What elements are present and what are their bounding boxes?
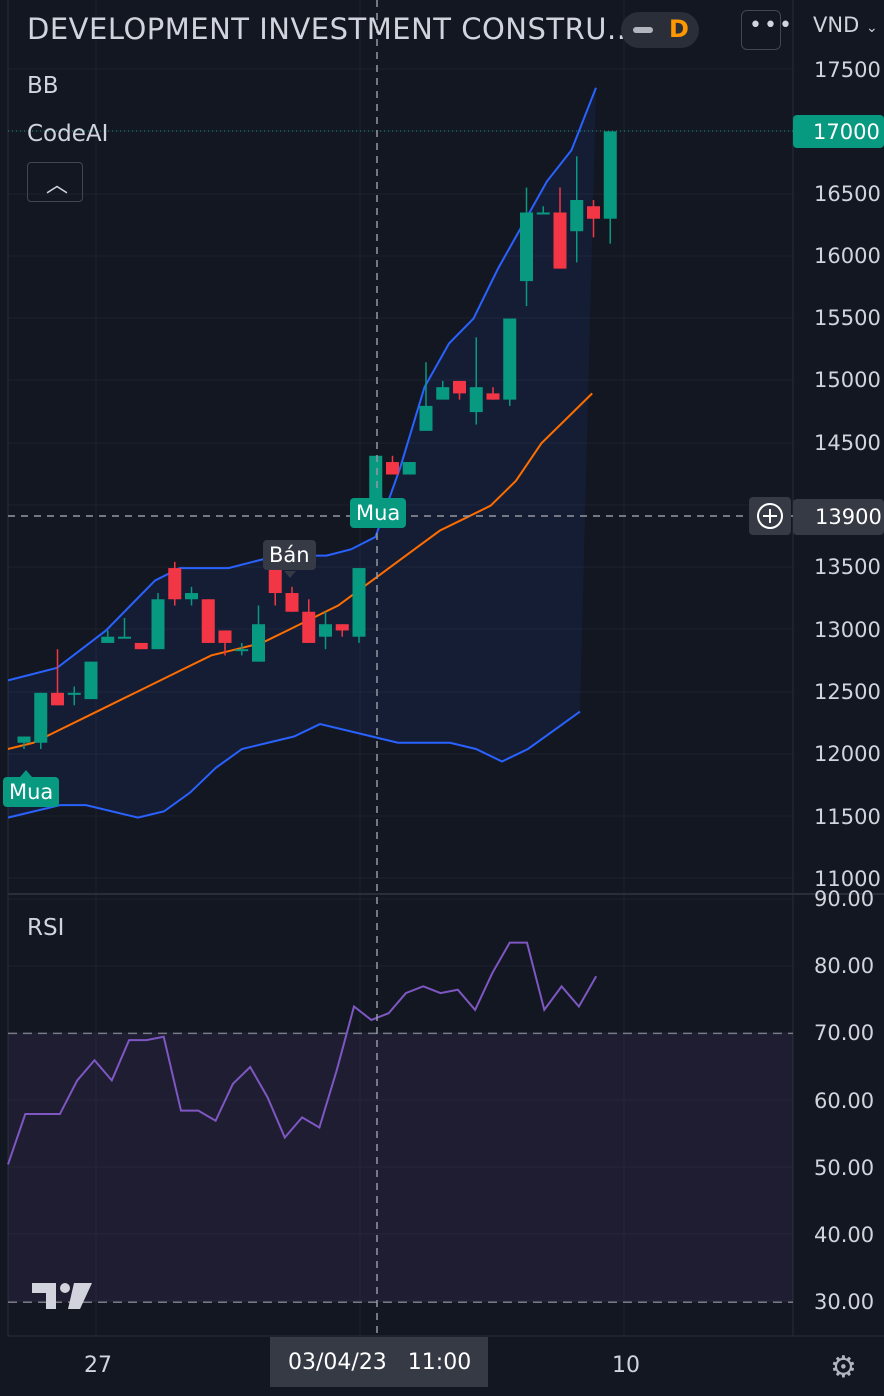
candle-body [268, 568, 282, 594]
chevron-up-icon: ︿ [46, 173, 69, 198]
price-axis-label: 16500 [814, 182, 881, 206]
rsi-axis-label: 50.00 [814, 1156, 875, 1180]
candle-body [436, 387, 450, 400]
candle-body [134, 642, 148, 650]
candle-body [67, 692, 81, 695]
symbol-title[interactable]: DEVELOPMENT INVESTMENT CONSTRU... [27, 12, 637, 46]
tradingview-logo[interactable] [30, 1279, 94, 1315]
interval-toggle[interactable]: D [621, 12, 699, 48]
price-axis-label: 13500 [814, 555, 881, 579]
time-axis-label: 10 [612, 1353, 640, 1378]
candle-body [587, 206, 600, 219]
candle-body [51, 692, 64, 706]
rsi-axis-label: 90.00 [814, 887, 875, 911]
crosshair-price-tag: 13900 [793, 499, 884, 535]
time-axis-label: 27 [84, 1353, 112, 1378]
buy-signal-label: Mua [350, 498, 407, 528]
candle-body [402, 462, 416, 475]
candle-body [319, 624, 332, 637]
rsi-axis-label: 30.00 [814, 1290, 875, 1314]
sell-signal-label: Bán [263, 540, 316, 570]
currency-label: VND [813, 13, 860, 37]
candle-body [603, 131, 617, 219]
candle-body [520, 212, 533, 282]
plus-circle-icon [757, 503, 783, 529]
more-button[interactable]: ••• [741, 10, 792, 50]
price-axis-label: 11500 [814, 805, 881, 829]
candle-body [536, 212, 550, 215]
crosshair-price-value: 13900 [815, 505, 882, 529]
price-axis-label: 16000 [814, 244, 881, 268]
price-axis-label: 13000 [814, 618, 881, 642]
candle-body [386, 462, 399, 475]
candle-body [185, 593, 198, 600]
legend-collapse-button[interactable]: ︿ [27, 162, 83, 202]
candle-body [453, 380, 466, 394]
price-axis-label: 12500 [814, 680, 881, 704]
price-axis-label: 15000 [814, 368, 881, 392]
rsi-axis-label: 80.00 [814, 954, 875, 978]
candle-body [553, 212, 567, 269]
candle-body [469, 387, 483, 413]
candle-body [352, 568, 366, 637]
candle-body [118, 636, 131, 639]
candle-body [34, 692, 48, 743]
bb-lower-line [7, 710, 581, 819]
toggle-knob [633, 27, 653, 33]
rsi-axis-label: 40.00 [814, 1223, 875, 1247]
candle-body [235, 649, 249, 652]
buy-signal-pointer [20, 770, 32, 777]
candle-body [151, 599, 165, 650]
crosshair-time-value: 03/04/23 11:00 [288, 1350, 472, 1375]
more-horizontal-icon: ••• [749, 13, 794, 38]
rsi-axis-label: 70.00 [814, 1021, 875, 1045]
candle-body [486, 393, 500, 400]
bb-basis-line [7, 392, 593, 750]
legend-rsi[interactable]: RSI [27, 915, 65, 941]
candle-body [84, 661, 98, 700]
candle-body [419, 405, 433, 431]
last-price-tag: 17000 [793, 115, 884, 148]
crosshair-time-tag: 03/04/23 11:00 [270, 1337, 488, 1387]
candle-body [369, 455, 383, 506]
chevron-down-icon: ⌄ [865, 20, 878, 36]
candle-body [101, 636, 115, 643]
rsi-line [7, 941, 598, 1165]
candle-body [218, 630, 232, 643]
candle-body [285, 593, 299, 612]
candle-body [201, 599, 215, 643]
candle-body [168, 568, 182, 600]
crosshair-add-button[interactable] [749, 497, 791, 535]
rsi-axis-label: 60.00 [814, 1089, 875, 1113]
price-axis-label: 12000 [814, 742, 881, 766]
gear-icon[interactable]: ⚙ [830, 1350, 857, 1385]
candle-body [17, 736, 31, 743]
price-axis-label: 15500 [814, 306, 881, 330]
candle-body [302, 611, 316, 643]
currency-selector[interactable]: VND ⌄ [813, 13, 878, 37]
buy-signal-label: Mua [3, 777, 60, 807]
rsi-band [8, 1033, 793, 1303]
candle-body [335, 624, 349, 631]
legend-codeai[interactable]: CodeAI [27, 121, 109, 147]
price-axis-label: 11000 [814, 867, 881, 891]
price-axis-label: 17500 [814, 58, 881, 82]
interval-letter: D [669, 15, 689, 43]
legend-bb[interactable]: BB [27, 73, 59, 99]
candle-body [503, 318, 517, 400]
last-price-value: 17000 [813, 120, 880, 144]
price-axis-label: 14500 [814, 431, 881, 455]
candle-body [252, 624, 265, 662]
sell-signal-pointer [284, 571, 296, 578]
candle-body [570, 200, 584, 232]
buy-signal-pointer [371, 491, 383, 498]
